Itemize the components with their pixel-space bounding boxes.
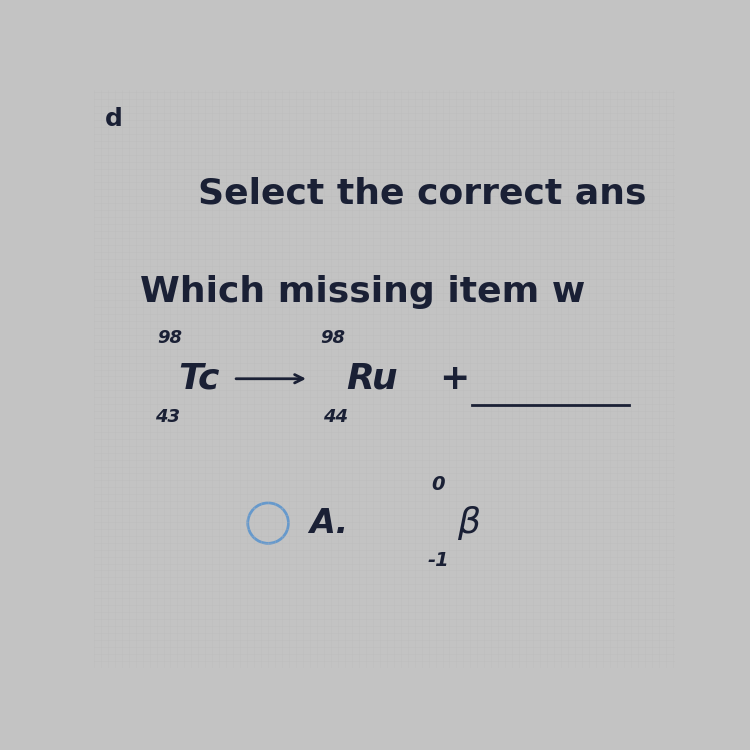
Text: Tc: Tc bbox=[178, 362, 220, 396]
Text: 98: 98 bbox=[158, 329, 183, 347]
Text: -1: -1 bbox=[428, 550, 450, 570]
Text: Which missing item w: Which missing item w bbox=[140, 275, 586, 309]
Text: d: d bbox=[105, 107, 123, 131]
Text: 44: 44 bbox=[323, 408, 348, 426]
Text: Ru: Ru bbox=[346, 362, 398, 396]
Text: +: + bbox=[440, 362, 470, 396]
Text: A.: A. bbox=[309, 507, 348, 540]
Text: 43: 43 bbox=[154, 408, 180, 426]
Text: 0: 0 bbox=[430, 476, 445, 494]
Text: 98: 98 bbox=[320, 329, 346, 347]
Text: $\beta$: $\beta$ bbox=[457, 504, 481, 542]
Text: Select the correct ans: Select the correct ans bbox=[198, 177, 646, 211]
